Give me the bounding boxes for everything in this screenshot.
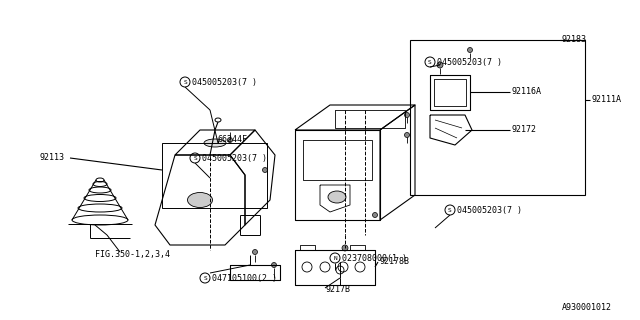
Text: 045005203(7 ): 045005203(7 )	[202, 154, 267, 163]
Circle shape	[404, 132, 410, 138]
Text: A930001012: A930001012	[562, 303, 612, 313]
Circle shape	[253, 250, 257, 254]
Ellipse shape	[204, 139, 226, 147]
Text: S: S	[193, 156, 197, 161]
Text: 023708000(1 ): 023708000(1 )	[342, 253, 407, 262]
Circle shape	[271, 262, 276, 268]
Bar	[410, 40, 585, 195]
Text: FIG.350-1,2,3,4: FIG.350-1,2,3,4	[95, 251, 170, 260]
Circle shape	[227, 138, 232, 142]
Text: 045005203(7 ): 045005203(7 )	[457, 205, 522, 214]
Text: N: N	[333, 255, 337, 260]
Text: 92116A: 92116A	[512, 87, 542, 97]
Text: 92172: 92172	[512, 125, 537, 134]
Text: 045005203(7 ): 045005203(7 )	[192, 77, 257, 86]
Text: S: S	[183, 79, 187, 84]
Text: 92183: 92183	[562, 36, 587, 44]
Circle shape	[404, 113, 410, 117]
Bar	[162, 143, 267, 208]
Text: 92178B: 92178B	[380, 258, 410, 267]
Ellipse shape	[188, 193, 212, 207]
Text: S: S	[203, 276, 207, 281]
Text: 92113: 92113	[40, 154, 65, 163]
Circle shape	[467, 47, 472, 52]
Text: 92111A: 92111A	[592, 95, 622, 105]
Ellipse shape	[328, 191, 346, 203]
Text: S: S	[448, 207, 452, 212]
Circle shape	[437, 62, 443, 68]
Circle shape	[262, 167, 268, 172]
Text: 9217B: 9217B	[325, 285, 350, 294]
Text: 66244F: 66244F	[218, 135, 248, 145]
Circle shape	[342, 245, 348, 251]
Text: 047105100(2 ): 047105100(2 )	[212, 274, 277, 283]
Text: S: S	[428, 60, 432, 65]
Text: 045005203(7 ): 045005203(7 )	[437, 58, 502, 67]
Circle shape	[372, 212, 378, 218]
